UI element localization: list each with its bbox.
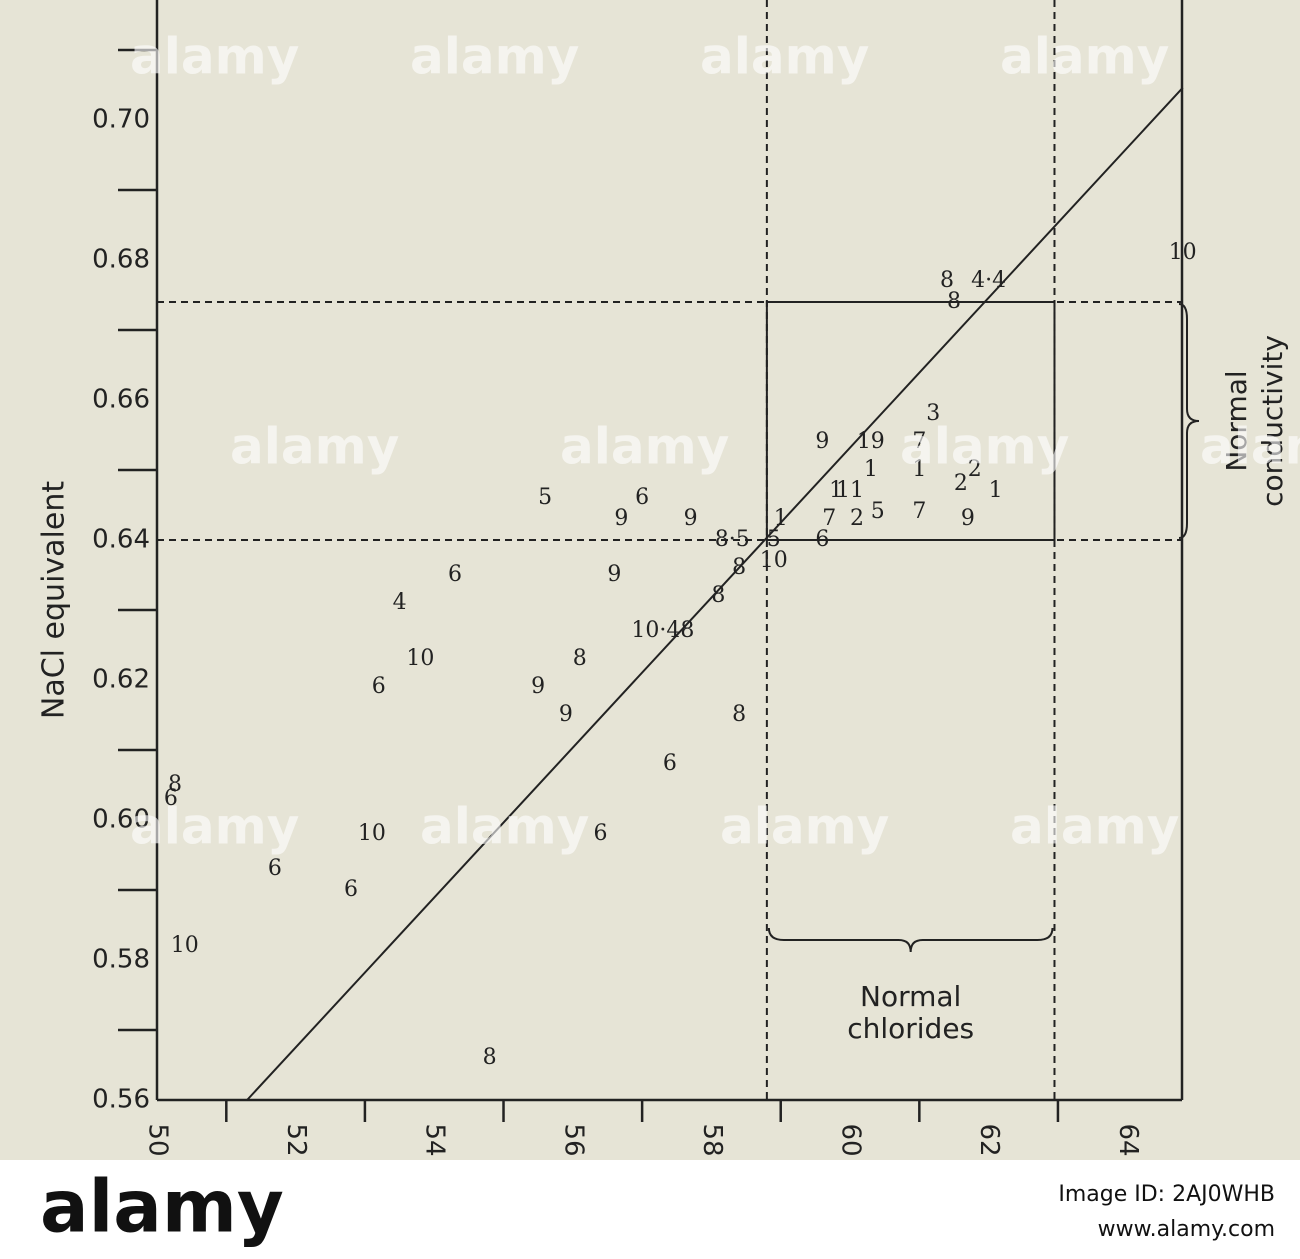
watermark: alamy — [420, 798, 589, 856]
watermark: alamy — [700, 28, 869, 86]
point-label: 6 — [635, 485, 649, 510]
y-tick-label: 0.64 — [92, 525, 150, 555]
point-label: 6 — [268, 856, 282, 881]
point-label: 6 — [815, 527, 829, 552]
footer-brand: alamy — [40, 1165, 284, 1249]
point-label: 2 — [968, 457, 982, 482]
point-label: 9 — [607, 562, 621, 587]
point-label: 6 — [663, 751, 677, 776]
y-tick-label: 0.56 — [92, 1085, 150, 1115]
x-tick-label: 60 — [836, 1123, 866, 1156]
point-label: 10 — [760, 548, 788, 573]
point-label: 6 — [164, 786, 178, 811]
image-id: Image ID: 2AJ0WHB — [1058, 1182, 1275, 1207]
point-label: 2 — [954, 471, 968, 496]
y-tick-label: 0.70 — [92, 105, 150, 135]
watermark: alamy — [230, 418, 399, 476]
point-label: 8 — [947, 289, 961, 314]
brace-conductivity — [1178, 303, 1200, 539]
watermark: alamy — [410, 28, 579, 86]
watermark: alamy — [720, 798, 889, 856]
watermark: alamy — [1010, 798, 1179, 856]
brace-chlorides — [767, 927, 1054, 953]
point-label: 1 — [912, 457, 926, 482]
watermark: alamy — [900, 418, 1069, 476]
footer-url: www.alamy.com — [1098, 1217, 1275, 1242]
footer-bar — [0, 1160, 1300, 1259]
point-label: 7 — [912, 429, 926, 454]
annotation: Normal — [860, 980, 961, 1013]
y-tick-label: 0.62 — [92, 665, 150, 695]
point-label: 6 — [594, 821, 608, 846]
point-label: 1 — [774, 506, 788, 531]
point-label: 19 — [857, 429, 885, 454]
x-tick-label: 56 — [558, 1123, 588, 1156]
watermark: alamy — [1200, 418, 1300, 476]
point-label: 9 — [684, 506, 698, 531]
y-tick-label: 0.68 — [92, 245, 150, 275]
point-label: 10 — [406, 646, 434, 671]
y-axis-label: NaCl equivalent — [37, 481, 72, 719]
paper — [0, 0, 1300, 1160]
point-label: 8 — [573, 646, 587, 671]
point-label: 9 — [559, 702, 573, 727]
point-label: 9 — [531, 674, 545, 699]
y-tick-label: 0.66 — [92, 385, 150, 415]
point-label: 7 — [912, 499, 926, 524]
watermark: alamy — [1000, 28, 1169, 86]
watermark: alamy — [560, 418, 729, 476]
point-label: 10 — [1169, 240, 1197, 265]
annotation: Normal — [1220, 370, 1253, 471]
point-label: 9 — [815, 429, 829, 454]
point-label: 9 — [614, 506, 628, 531]
point-label: 11 — [836, 478, 864, 503]
y-tick-label: 0.58 — [92, 945, 150, 975]
x-tick-label: 58 — [697, 1123, 727, 1156]
point-label: 10 — [171, 933, 199, 958]
point-label: 5 — [538, 485, 552, 510]
y-tick-label: 0.60 — [92, 805, 150, 835]
point-label: 10·48 — [631, 618, 694, 643]
point-label: 8 — [732, 555, 746, 580]
point-label: 1 — [989, 478, 1003, 503]
point-label: 6 — [372, 674, 386, 699]
x-tick-label: 64 — [1113, 1123, 1143, 1156]
point-label: 8·5 — [715, 527, 750, 552]
point-label: 2 — [850, 506, 864, 531]
point-label: 4·4 — [971, 268, 1006, 293]
x-tick-label: 54 — [420, 1123, 450, 1156]
point-label: 7 — [822, 506, 836, 531]
point-label: 8 — [711, 583, 725, 608]
point-label: 9 — [961, 506, 975, 531]
point-label: 1 — [829, 478, 843, 503]
annotation: conductivity — [1256, 335, 1289, 507]
x-tick-label: 50 — [143, 1123, 173, 1156]
point-label: 8 — [940, 268, 954, 293]
point-label: 4 — [393, 590, 407, 615]
point-label: 8 — [483, 1045, 497, 1070]
fit-line — [246, 87, 1184, 1101]
normal-box — [765, 301, 1056, 541]
point-label: 5 — [871, 499, 885, 524]
watermarks: alamy alamy alamy alamy alamy alamy alamy alamy… — [130, 28, 1300, 856]
x-tick-label: 52 — [281, 1123, 311, 1156]
point-label: 3 — [926, 401, 940, 426]
watermark: alamy — [130, 798, 299, 856]
x-tick-label: 62 — [974, 1123, 1004, 1156]
point-label: 10 — [358, 821, 386, 846]
watermark: alamy — [130, 28, 299, 86]
annotation: chlorides — [847, 1012, 974, 1045]
point-label: 6 — [448, 562, 462, 587]
point-label: 8 — [732, 702, 746, 727]
point-label: 8 — [168, 772, 182, 797]
point-label: 5 — [767, 527, 781, 552]
point-label: 1 — [864, 457, 878, 482]
point-label: 6 — [344, 877, 358, 902]
